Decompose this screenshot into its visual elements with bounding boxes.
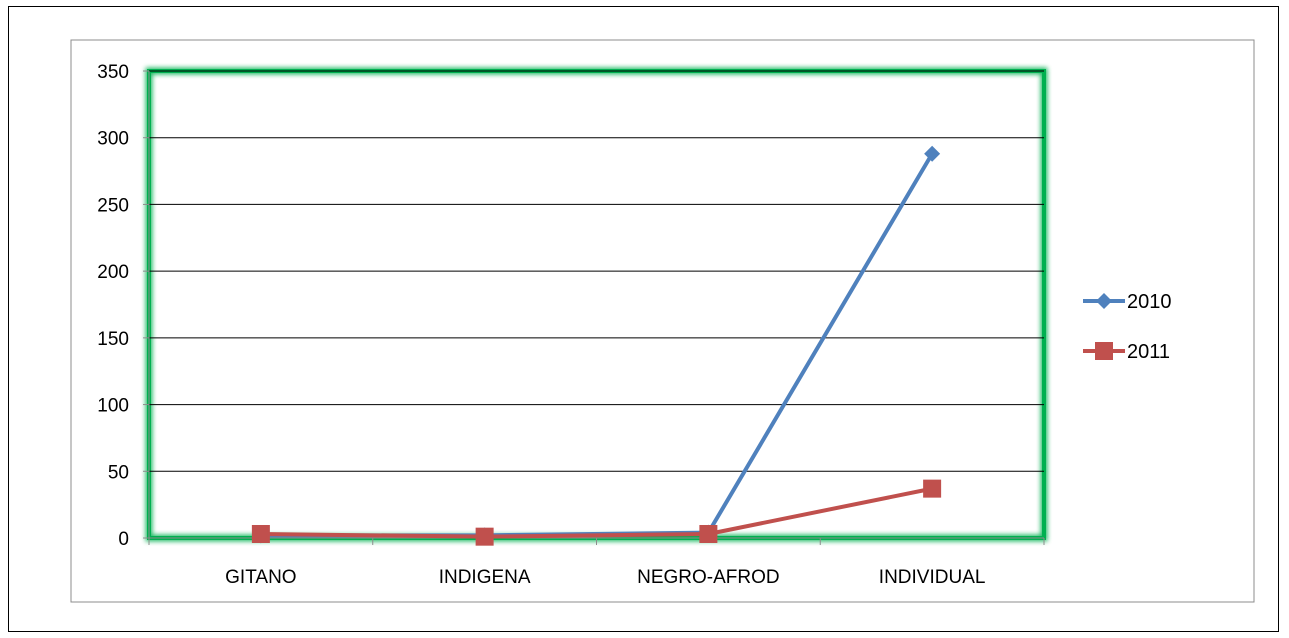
- y-tick-label: 100: [97, 396, 129, 417]
- legend-item-2011: 2011: [1083, 341, 1170, 363]
- x-tick-labels: GITANO INDIGENA NEGRO-AFROD INDIVIDUAL: [225, 567, 985, 588]
- y-tick-label: 350: [97, 62, 129, 83]
- legend-label: 2011: [1127, 341, 1170, 363]
- data-point: [923, 479, 942, 498]
- gridlines: [143, 70, 1044, 539]
- axes: [148, 71, 1045, 545]
- y-tick-label: 0: [118, 529, 129, 550]
- legend-label: 2010: [1127, 291, 1172, 313]
- x-tick-label: GITANO: [225, 567, 296, 588]
- y-tick-label: 200: [97, 262, 129, 283]
- legend-marker: [1096, 293, 1112, 309]
- series: [251, 145, 942, 546]
- y-tick-label: 50: [108, 462, 129, 483]
- data-point: [251, 524, 270, 543]
- chart-area-border: [70, 39, 1255, 603]
- data-point: [924, 145, 941, 162]
- x-tick-label: INDIVIDUAL: [879, 567, 986, 588]
- x-tick-label: INDIGENA: [439, 567, 531, 588]
- y-tick-label: 150: [97, 329, 129, 350]
- series-2011: [251, 479, 942, 546]
- legend-marker: [1095, 342, 1113, 360]
- x-tick-label: NEGRO-AFROD: [637, 567, 780, 588]
- y-tick-labels: 0 50 100 150 200 250 300 350: [97, 62, 129, 550]
- legend-item-2010: 2010: [1083, 291, 1172, 313]
- y-tick-label: 250: [97, 195, 129, 216]
- page-frame: [8, 6, 1279, 632]
- data-point: [475, 527, 494, 546]
- legend: 2010 2011: [1083, 291, 1172, 363]
- data-point: [699, 524, 718, 543]
- series-line: [260, 486, 933, 539]
- y-tick-label: 300: [97, 129, 129, 150]
